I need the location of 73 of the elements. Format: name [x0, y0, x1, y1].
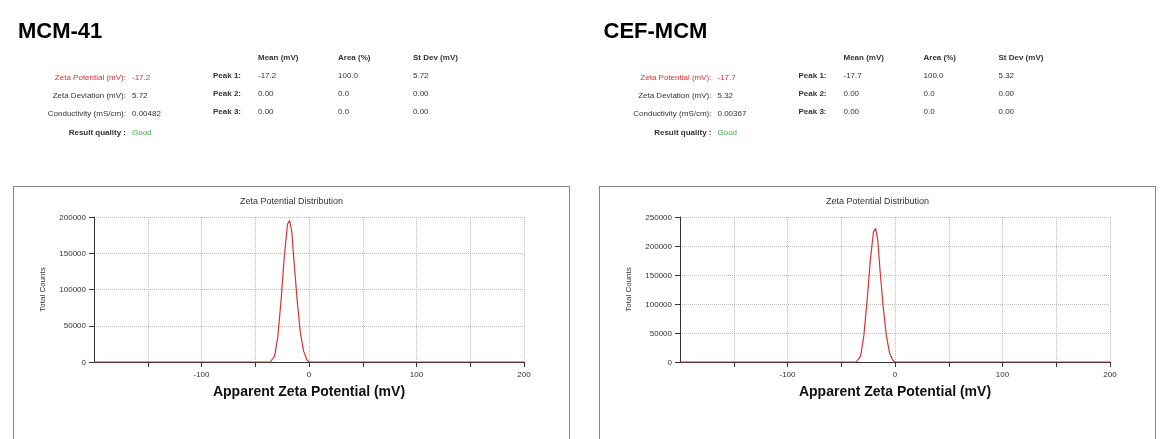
text: Area (%) — [338, 52, 372, 62]
y-tick-label: 50000 — [649, 328, 673, 338]
text: 0.00 — [258, 106, 275, 116]
text: Conductivity (mS/cm): — [46, 108, 126, 118]
text: -17.2 — [132, 72, 151, 82]
text: 5.72 — [413, 70, 429, 80]
text: 5.32 — [998, 70, 1015, 80]
x-tick-label: 200 — [1102, 369, 1117, 379]
text: 0.00 — [843, 88, 861, 98]
chart-subtitle: Zeta Potential Distribution — [239, 195, 344, 206]
text: Peak 3: — [798, 106, 828, 116]
text: St Dev (mV) — [998, 52, 1044, 62]
text: 0.00367 — [717, 108, 747, 118]
text: 0.00 — [258, 88, 275, 98]
text: Zeta Potential (mV): — [53, 72, 126, 82]
chart-subtitle: Zeta Potential Distribution — [825, 195, 929, 206]
text: 0.00 — [843, 106, 861, 116]
text: Peak 2: — [213, 88, 243, 98]
text: Good — [717, 127, 738, 137]
y-tick-label: 0 — [81, 357, 87, 367]
text: Peak 1: — [798, 70, 828, 80]
text: -17.7 — [717, 72, 736, 82]
x-tick-label: -100 — [778, 369, 796, 379]
x-tick-label: 100 — [995, 369, 1010, 379]
text: 5.32 — [717, 90, 734, 100]
y-axis-title: Total Counts — [37, 267, 47, 312]
text: 0.00 — [998, 88, 1015, 98]
y-tick-label: 100000 — [59, 285, 87, 294]
text: Result quality : — [653, 127, 712, 137]
text: Zeta Deviation (mV): — [637, 90, 712, 100]
text: Peak 3: — [213, 106, 243, 116]
y-tick-label: 50000 — [63, 321, 87, 331]
x-tick-label: 100 — [409, 369, 424, 379]
x-tick-label: 0 — [892, 369, 898, 379]
x-tick-label: -100 — [193, 369, 211, 379]
text: 0.0 — [338, 88, 351, 98]
text: Mean (mV) — [258, 52, 300, 62]
text: 0.0 — [923, 88, 936, 98]
text: -17.7 — [843, 70, 863, 80]
text: 100.0 — [338, 70, 360, 80]
text: Zeta Deviation (mV): — [51, 90, 126, 100]
x-axis-title: Apparent Zeta Potential (mV) — [798, 383, 991, 399]
text: 100.0 — [923, 70, 945, 80]
text: Peak 1: — [213, 70, 243, 80]
text: 0.0 — [923, 106, 936, 116]
y-axis-title: Total Counts — [623, 267, 632, 312]
y-tick-label: 200000 — [59, 212, 87, 222]
text: Good — [132, 127, 152, 137]
x-axis-title: Apparent Zeta Potential (mV) — [212, 383, 406, 399]
text: 0.0 — [338, 106, 351, 116]
text: Peak 2: — [798, 88, 828, 98]
chart-title: CEF-MCM — [603, 18, 708, 44]
text: Result quality : — [67, 127, 126, 137]
text: -17.2 — [258, 70, 278, 80]
y-tick-label: 250000 — [644, 212, 673, 222]
y-tick-label: 100000 — [644, 299, 673, 309]
text: Area (%) — [923, 52, 957, 62]
text: 0.00 — [998, 106, 1015, 116]
y-tick-label: 150000 — [59, 248, 87, 258]
text: 0.00 — [413, 106, 429, 116]
x-tick-label: 0 — [306, 369, 312, 379]
text: St Dev (mV) — [413, 52, 458, 62]
text: Mean (mV) — [843, 52, 885, 62]
x-tick-label: 200 — [517, 369, 532, 379]
y-tick-label: 200000 — [644, 241, 673, 251]
y-tick-label: 0 — [667, 357, 673, 367]
text: 0.00482 — [132, 108, 161, 118]
text: Conductivity (mS/cm): — [632, 108, 712, 118]
text: 0.00 — [413, 88, 429, 98]
text: 5.72 — [132, 90, 148, 100]
chart-title: MCM-41 — [18, 18, 103, 44]
y-tick-label: 150000 — [644, 270, 673, 280]
text: Zeta Potential (mV): — [639, 72, 712, 82]
